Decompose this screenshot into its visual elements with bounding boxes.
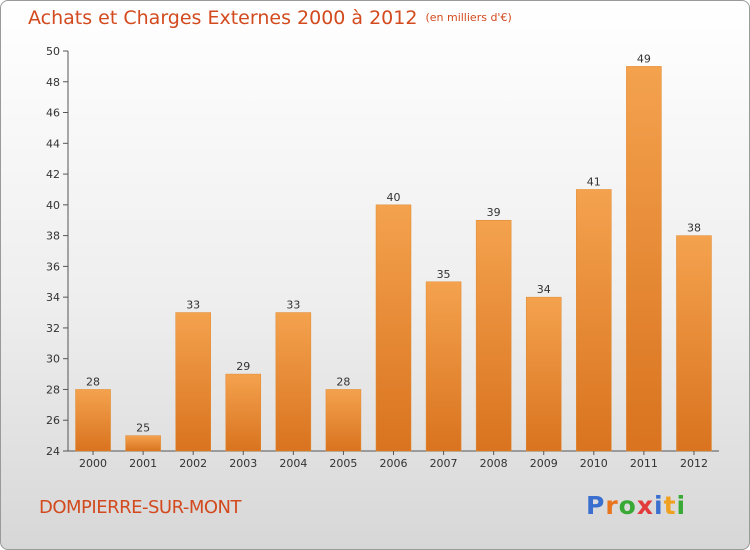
x-tick-label: 2000 [79,457,107,470]
logo-letter: o [618,491,637,520]
data-label: 38 [687,222,701,235]
bar [375,204,412,452]
logo-letter: i [654,491,664,520]
chart-title-text: Achats et Charges Externes 2000 à 2012 [28,7,418,29]
x-tick-label: 2011 [630,457,658,470]
logo-letter: i [676,491,687,520]
commune-name: DOMPIERRE-SUR-MONT [39,497,242,518]
y-tick-label: 40 [46,199,60,212]
x-tick-label: 2004 [279,457,307,470]
y-tick-label: 32 [46,322,60,335]
data-label: 29 [236,360,250,373]
data-label: 33 [186,299,200,312]
data-label: 35 [437,268,451,281]
data-label: 39 [487,206,501,219]
proxiti-logo: Proxiti [586,491,686,520]
data-label: 34 [537,283,551,296]
y-tick-label: 36 [46,260,60,273]
y-tick-label: 48 [46,76,60,89]
y-tick-label: 42 [46,168,60,181]
y-tick-label: 38 [46,230,60,243]
y-tick-label: 30 [46,353,60,366]
bar [75,389,111,452]
y-tick-label: 26 [46,414,60,427]
logo-letter: x [636,491,654,520]
bar [225,373,262,452]
chart-title: Achats et Charges Externes 2000 à 2012 (e… [28,7,512,29]
x-tick-label: 2009 [530,457,558,470]
y-tick-label: 46 [46,107,60,120]
bar [425,281,462,452]
x-tick-label: 2001 [129,457,157,470]
chart-unit: (en milliers d'€) [425,11,512,24]
x-tick-label: 2012 [680,457,708,470]
data-label: 40 [387,191,401,204]
logo-letter: t [663,491,677,520]
bar [676,235,712,452]
bar [125,435,161,452]
data-label: 33 [286,299,300,312]
x-tick-label: 2008 [480,457,508,470]
bar [275,312,312,452]
logo-letter: r [605,491,619,520]
x-tick-label: 2002 [179,457,207,470]
bar [175,312,211,452]
x-tick-label: 2007 [430,457,458,470]
data-label: 28 [336,375,350,388]
y-tick-label: 50 [46,45,60,58]
y-tick-label: 24 [46,445,60,458]
logo-letter: P [586,491,606,520]
x-tick-label: 2003 [229,457,257,470]
bar [475,219,512,452]
y-tick-label: 34 [46,291,60,304]
x-tick-label: 2010 [580,457,608,470]
data-label: 25 [136,422,150,435]
y-tick-label: 44 [46,137,60,150]
bar [576,189,612,452]
bar [626,66,662,452]
data-label: 49 [637,52,651,65]
y-tick-label: 28 [46,383,60,396]
data-label: 41 [587,175,601,188]
x-tick-label: 2006 [380,457,408,470]
x-tick-label: 2005 [329,457,357,470]
bar [325,389,362,452]
bar [525,296,562,452]
data-label: 28 [86,375,100,388]
